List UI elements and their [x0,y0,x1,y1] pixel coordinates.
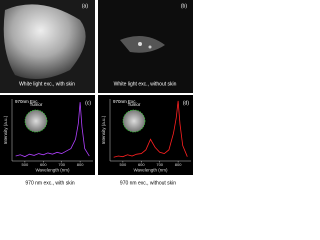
x-tick-label: 600 [138,162,145,167]
x-tick-label: 700 [58,162,65,167]
x-axis-label: Wavelength (nm) [35,168,70,173]
page: (a) White light exc., with skin (b) Whit… [0,0,193,187]
inset-label: Tumor [30,102,43,107]
x-axis-label: Wavelength (nm) [133,168,168,173]
spectrum-line [15,102,90,158]
annotation: 970nm Exc. [15,99,39,104]
chart-background [0,95,95,175]
inset-label: Tumor [128,102,141,107]
y-axis-label: Intensity (a.u.) [101,115,106,144]
spectrum-line [113,100,188,158]
x-tick-label: 500 [120,162,127,167]
photo-caption: White light exc., with skin [19,81,75,87]
x-tick-label: 600 [40,162,47,167]
photo-b: (b) White light exc., without skin [98,0,193,93]
chart-caption: 970 nm exc., with skin [25,180,74,186]
photo-caption: White light exc., without skin [114,81,177,87]
x-tick-label: 800 [175,162,182,167]
annotation: 970nm Exc. [113,99,137,104]
x-tick-label: 500 [22,162,29,167]
panel-label: (c) [85,100,91,106]
panel-label: (b) [181,3,187,9]
y-axis-label: Intensity (a.u.) [3,115,8,144]
panel-label: (a) [82,3,88,9]
chart-caption: 970 nm exc., without skin [120,180,176,186]
panel-label: (d) [183,100,189,106]
x-tick-label: 700 [156,162,163,167]
x-tick-label: 800 [77,162,84,167]
figure: (a) White light exc., with skin (b) Whit… [0,0,193,186]
photo-a: (a) White light exc., with skin [0,0,95,93]
tumor-inset [24,109,48,133]
tumor-inset [122,109,146,133]
